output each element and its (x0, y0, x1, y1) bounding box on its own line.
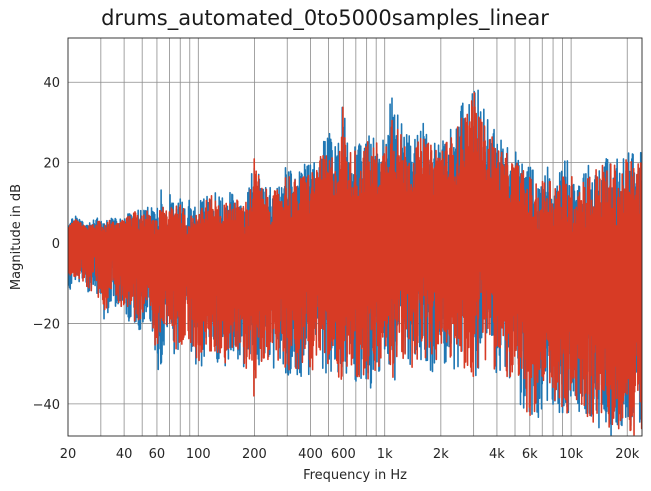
x-tick-label: 2k (433, 447, 449, 462)
x-tick-label: 100 (186, 447, 211, 462)
y-tick-labels: −40 −20 0 20 40 (33, 76, 60, 413)
x-tick-label: 10k (559, 447, 584, 462)
plot-frame (67, 37, 643, 437)
x-tick-label: 6k (522, 447, 538, 462)
plot-series (68, 89, 642, 436)
x-tick-label: 200 (242, 447, 267, 462)
x-tick-label: 1k (377, 447, 393, 462)
y-axis-title: Magnitude in dB (9, 184, 24, 290)
x-tick-label: 4k (489, 447, 505, 462)
x-tick-label: 400 (298, 447, 323, 462)
x-axis-title: Frequency in Hz (303, 468, 407, 483)
y-tick-label: 40 (43, 76, 60, 91)
y-tick-label: 0 (52, 237, 60, 252)
x-tick-label: 20 (60, 447, 77, 462)
x-tick-label: 600 (331, 447, 356, 462)
series-line-2 (68, 91, 642, 436)
y-tick-label: −20 (33, 317, 60, 332)
x-tick-label: 60 (149, 447, 166, 462)
x-tick-labels: 20 40 60 100 200 400 600 1k 2k 4k 6k 10k 20k (60, 447, 640, 462)
chart-title: drums_automated_0to5000samples_linear (101, 6, 549, 31)
y-tick-label: −40 (33, 398, 60, 413)
x-tick-label: 40 (116, 447, 133, 462)
y-tick-label: 20 (43, 157, 60, 172)
x-tick-label: 20k (615, 447, 640, 462)
